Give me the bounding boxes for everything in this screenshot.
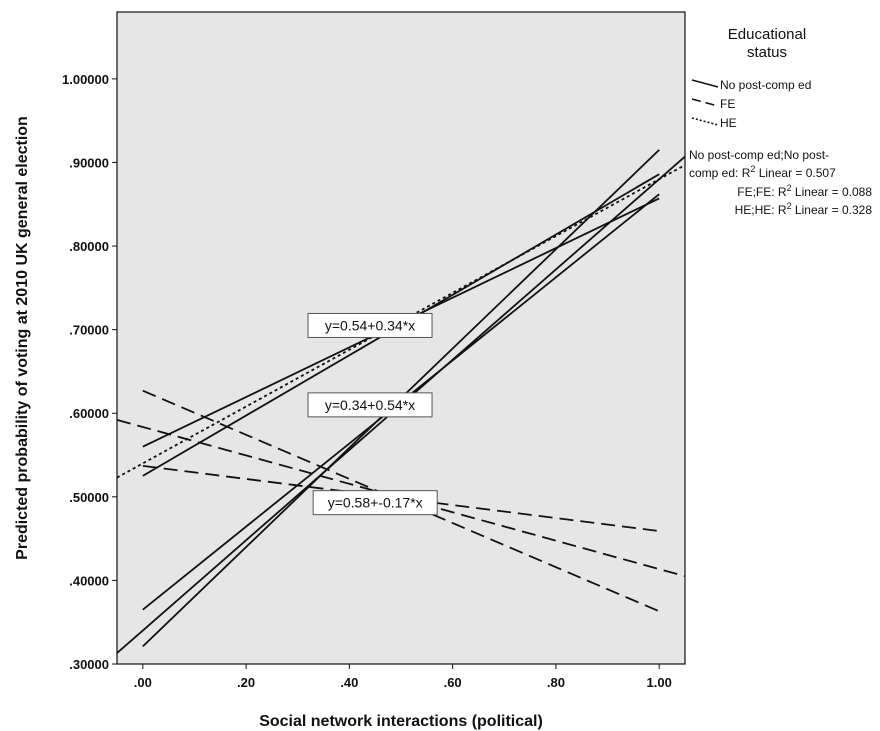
y-tick-label: .50000 [69, 490, 109, 505]
x-tick-label: .00 [134, 675, 152, 690]
legend-swatch-no-post-comp-ed [691, 79, 719, 88]
y-tick-label: .70000 [69, 323, 109, 338]
x-tick-label: 1.00 [647, 675, 672, 690]
equation-text: y=0.58+-0.17*x [328, 495, 423, 511]
y-tick-label: .30000 [69, 657, 109, 672]
x-axis-ticks: .00 .20 .40 .60 .80 1.00 [134, 664, 672, 690]
r2-line1: No post-comp ed;No post- [689, 148, 829, 162]
r2-line4: HE;HE: R2 Linear = 0.328 [735, 201, 873, 217]
legend-swatch-fe [691, 98, 719, 107]
equation-box [307, 312, 433, 338]
x-tick-label: .60 [444, 675, 462, 690]
equation-box [307, 392, 433, 418]
y-tick-label: .80000 [69, 239, 109, 254]
r2-line3: FE;FE: R2 Linear = 0.088 [737, 183, 872, 199]
equation-text: y=0.54+0.34*x [325, 317, 415, 333]
y-tick-label: .60000 [69, 406, 109, 421]
plot-area [116, 11, 686, 665]
x-axis-title: Social network interactions (political) [259, 713, 543, 730]
legend-label-he: HE [720, 116, 737, 130]
legend-entries: No post-comp ed FE HE [691, 78, 811, 130]
equation-text: y=0.34+0.54*x [325, 397, 415, 413]
equation-label-1: y=0.34+0.54*x [307, 392, 433, 418]
equation-label-0: y=0.54+0.34*x [307, 312, 433, 338]
r2-line2: comp ed: R2 Linear = 0.507 [689, 164, 836, 180]
r2-line2-prefix: comp ed: R [689, 166, 751, 180]
r2-superscript: 2 [750, 164, 755, 174]
y-axis-title: Predicted probability of voting at 2010 … [14, 116, 31, 560]
equation-label-2: y=0.58+-0.17*x [312, 490, 438, 516]
y-axis-ticks: .30000 .40000 .50000 .60000 .70000 .80000 .900… [62, 72, 117, 672]
y-tick-label: 1.00000 [62, 72, 109, 87]
y-tick-label: .90000 [69, 155, 109, 170]
equation-box [312, 490, 438, 516]
r2-superscript: 2 [787, 201, 792, 211]
y-tick-label: .40000 [69, 573, 109, 588]
legend-label-no-post-comp-ed: No post-comp ed [720, 78, 811, 92]
r2-superscript: 2 [787, 183, 792, 193]
legend-swatch-he [691, 117, 719, 126]
equation-annotations: y=0.54+0.34*x y=0.34+0.54*x y=0.58+-0.17*x [307, 312, 438, 516]
r2-line3-suffix: Linear = 0.088 [792, 185, 873, 199]
r2-line4-suffix: Linear = 0.328 [792, 203, 873, 217]
r2-line4-prefix: HE;HE: R [735, 203, 787, 217]
legend-label-fe: FE [720, 97, 735, 111]
r2-line3-prefix: FE;FE: R [737, 185, 787, 199]
x-tick-label: .80 [547, 675, 565, 690]
r2-line2-suffix: Linear = 0.507 [755, 166, 836, 180]
x-tick-label: .20 [237, 675, 255, 690]
x-tick-label: .40 [340, 675, 358, 690]
legend-title-line2: status [747, 44, 787, 61]
legend: Educational status No post-comp ed FE HE N… [689, 26, 872, 217]
legend-title-line1: Educational [728, 26, 806, 43]
